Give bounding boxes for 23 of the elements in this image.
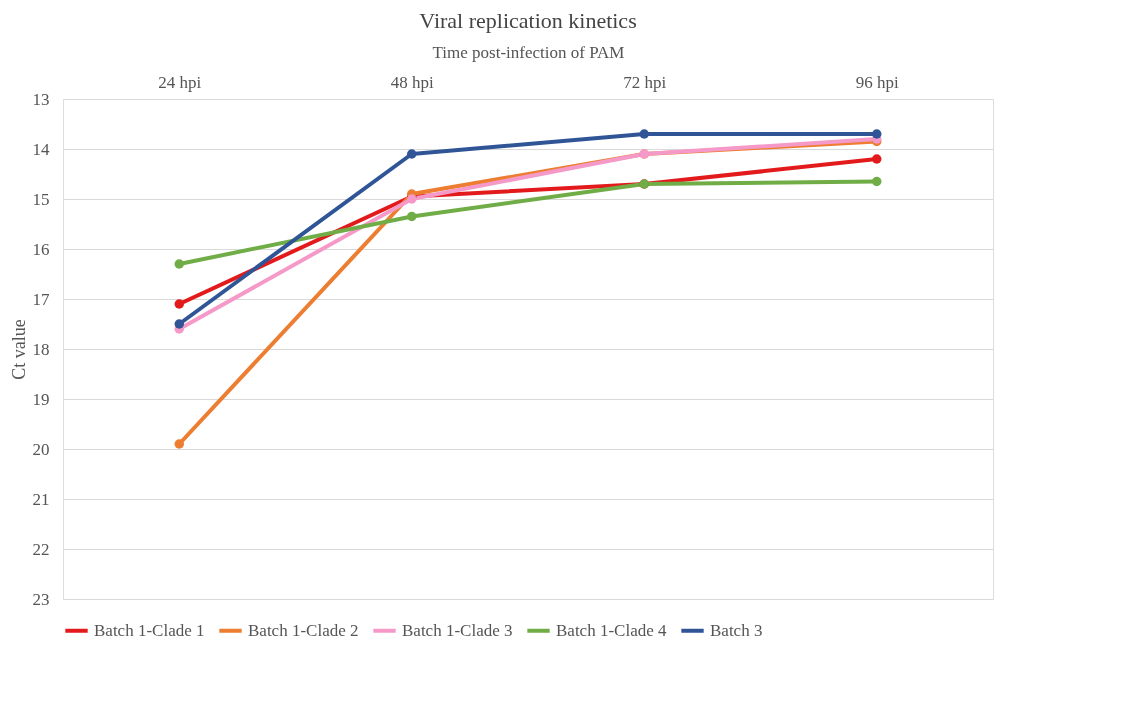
y-tick-label: 22 bbox=[32, 539, 50, 559]
y-tick-label: 13 bbox=[32, 89, 50, 109]
legend-label: Batch 1-Clade 1 bbox=[94, 620, 205, 640]
x-tick-label: 24 hpi bbox=[158, 72, 202, 92]
y-tick-label: 23 bbox=[32, 589, 50, 609]
y-tick-label: 17 bbox=[32, 289, 50, 309]
y-tick-label: 20 bbox=[32, 439, 50, 459]
legend-label: Batch 1-Clade 3 bbox=[402, 620, 513, 640]
y-tick-label: 16 bbox=[32, 239, 50, 259]
legend-label: Batch 1-Clade 2 bbox=[248, 620, 359, 640]
y-tick-label: 15 bbox=[32, 189, 50, 209]
chart-title: Viral replication kinetics bbox=[419, 8, 637, 33]
y-tick-label: 18 bbox=[32, 339, 50, 359]
y-axis-title: Ct value bbox=[8, 319, 29, 380]
x-axis-title: Time post-infection of PAM bbox=[432, 42, 625, 62]
x-tick-label: 72 hpi bbox=[623, 72, 667, 92]
y-tick-label: 19 bbox=[32, 389, 50, 409]
legend-label: Batch 1-Clade 4 bbox=[556, 620, 667, 640]
x-tick-label: 96 hpi bbox=[855, 72, 900, 92]
x-tick-label: 48 hpi bbox=[390, 72, 435, 92]
legend-label: Batch 3 bbox=[710, 620, 763, 640]
y-tick-label: 21 bbox=[32, 489, 50, 509]
y-tick-label: 14 bbox=[32, 139, 50, 159]
